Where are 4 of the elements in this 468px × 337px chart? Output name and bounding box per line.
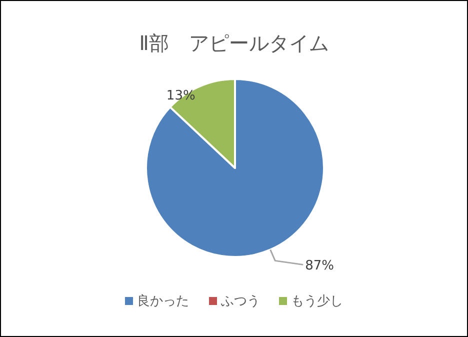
legend-label: 良かった xyxy=(137,294,189,309)
legend-label: もう少し xyxy=(291,294,343,309)
legend-label: ふつう xyxy=(220,294,260,309)
title: Ⅱ部 アピールタイム xyxy=(139,31,329,55)
